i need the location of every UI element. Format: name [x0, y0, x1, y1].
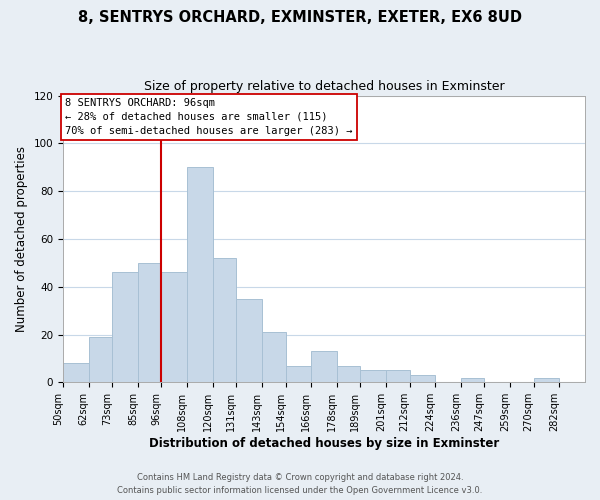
Bar: [337, 366, 361, 382]
Bar: [361, 370, 386, 382]
Bar: [187, 168, 213, 382]
Title: Size of property relative to detached houses in Exminster: Size of property relative to detached ho…: [144, 80, 505, 93]
Bar: [89, 337, 112, 382]
Bar: [161, 272, 187, 382]
Bar: [262, 332, 286, 382]
Text: 8, SENTRYS ORCHARD, EXMINSTER, EXETER, EX6 8UD: 8, SENTRYS ORCHARD, EXMINSTER, EXETER, E…: [78, 10, 522, 25]
Bar: [138, 263, 161, 382]
Bar: [236, 298, 262, 382]
Bar: [63, 363, 89, 382]
X-axis label: Distribution of detached houses by size in Exminster: Distribution of detached houses by size …: [149, 437, 499, 450]
Bar: [286, 366, 311, 382]
Bar: [410, 375, 435, 382]
Y-axis label: Number of detached properties: Number of detached properties: [15, 146, 28, 332]
Bar: [213, 258, 236, 382]
Bar: [311, 352, 337, 382]
Text: 8 SENTRYS ORCHARD: 96sqm
← 28% of detached houses are smaller (115)
70% of semi-: 8 SENTRYS ORCHARD: 96sqm ← 28% of detach…: [65, 98, 353, 136]
Bar: [386, 370, 410, 382]
Bar: [533, 378, 559, 382]
Bar: [461, 378, 484, 382]
Bar: [112, 272, 138, 382]
Text: Contains HM Land Registry data © Crown copyright and database right 2024.
Contai: Contains HM Land Registry data © Crown c…: [118, 474, 482, 495]
